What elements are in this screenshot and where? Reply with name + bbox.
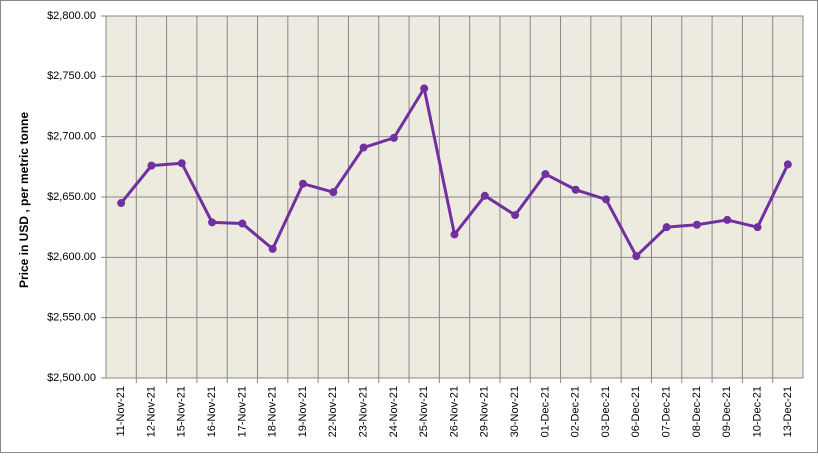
x-tick-label: 13-Dec-21: [782, 386, 794, 437]
data-point: [298, 179, 307, 188]
y-tick-label: $2,800.00: [47, 10, 96, 22]
x-tick-label: 09-Dec-21: [721, 386, 733, 437]
x-tick-label: 10-Dec-21: [751, 386, 763, 437]
y-tick-label: $2,700.00: [47, 131, 96, 143]
x-tick-label: 01-Dec-21: [539, 386, 551, 437]
data-point: [238, 219, 247, 228]
data-point: [632, 252, 641, 261]
x-tick-label: 02-Dec-21: [570, 386, 582, 437]
x-tick-label: 24-Nov-21: [388, 386, 400, 437]
x-tick-label: 11-Nov-21: [115, 386, 127, 437]
data-point: [359, 143, 368, 152]
x-tick-label: 30-Nov-21: [509, 386, 521, 437]
data-point: [571, 185, 580, 194]
y-tick-label: $2,550.00: [47, 312, 96, 324]
x-tick-label: 25-Nov-21: [418, 386, 430, 437]
x-tick-label: 07-Dec-21: [661, 386, 673, 437]
x-tick-label: 29-Nov-21: [479, 386, 491, 437]
x-tick-label: 22-Nov-21: [327, 386, 339, 437]
x-tick-label: 19-Nov-21: [297, 386, 309, 437]
x-tick-label: 06-Dec-21: [630, 386, 642, 437]
data-point: [389, 133, 398, 142]
y-tick-label: $2,750.00: [47, 70, 96, 82]
data-point: [450, 230, 459, 239]
x-tick-label: 18-Nov-21: [267, 386, 279, 437]
data-point: [753, 223, 762, 232]
data-point: [662, 223, 671, 232]
x-tick-label: 26-Nov-21: [448, 386, 460, 437]
data-point: [420, 84, 429, 93]
data-point: [117, 199, 126, 208]
y-axis-label: Price in USD , per metric tonne: [17, 112, 31, 288]
data-point: [268, 244, 277, 253]
data-point: [147, 161, 156, 170]
data-point: [692, 220, 701, 229]
data-point: [723, 215, 732, 224]
data-point: [208, 218, 217, 227]
x-tick-label: 12-Nov-21: [145, 386, 157, 437]
y-tick-label: $2,650.00: [47, 191, 96, 203]
x-tick-label: 15-Nov-21: [176, 386, 188, 437]
data-point: [541, 170, 550, 179]
data-point: [177, 159, 186, 168]
x-tick-label: 08-Dec-21: [691, 386, 703, 437]
x-tick-label: 03-Dec-21: [600, 386, 612, 437]
data-point: [783, 160, 792, 169]
x-tick-label: 17-Nov-21: [236, 386, 248, 437]
y-tick-label: $2,600.00: [47, 251, 96, 263]
x-tick-label: 16-Nov-21: [206, 386, 218, 437]
data-point: [329, 188, 338, 197]
data-point: [480, 191, 489, 200]
y-tick-label: $2,500.00: [47, 372, 96, 384]
data-point: [602, 195, 611, 204]
data-point: [511, 211, 520, 220]
x-tick-label: 23-Nov-21: [357, 386, 369, 437]
